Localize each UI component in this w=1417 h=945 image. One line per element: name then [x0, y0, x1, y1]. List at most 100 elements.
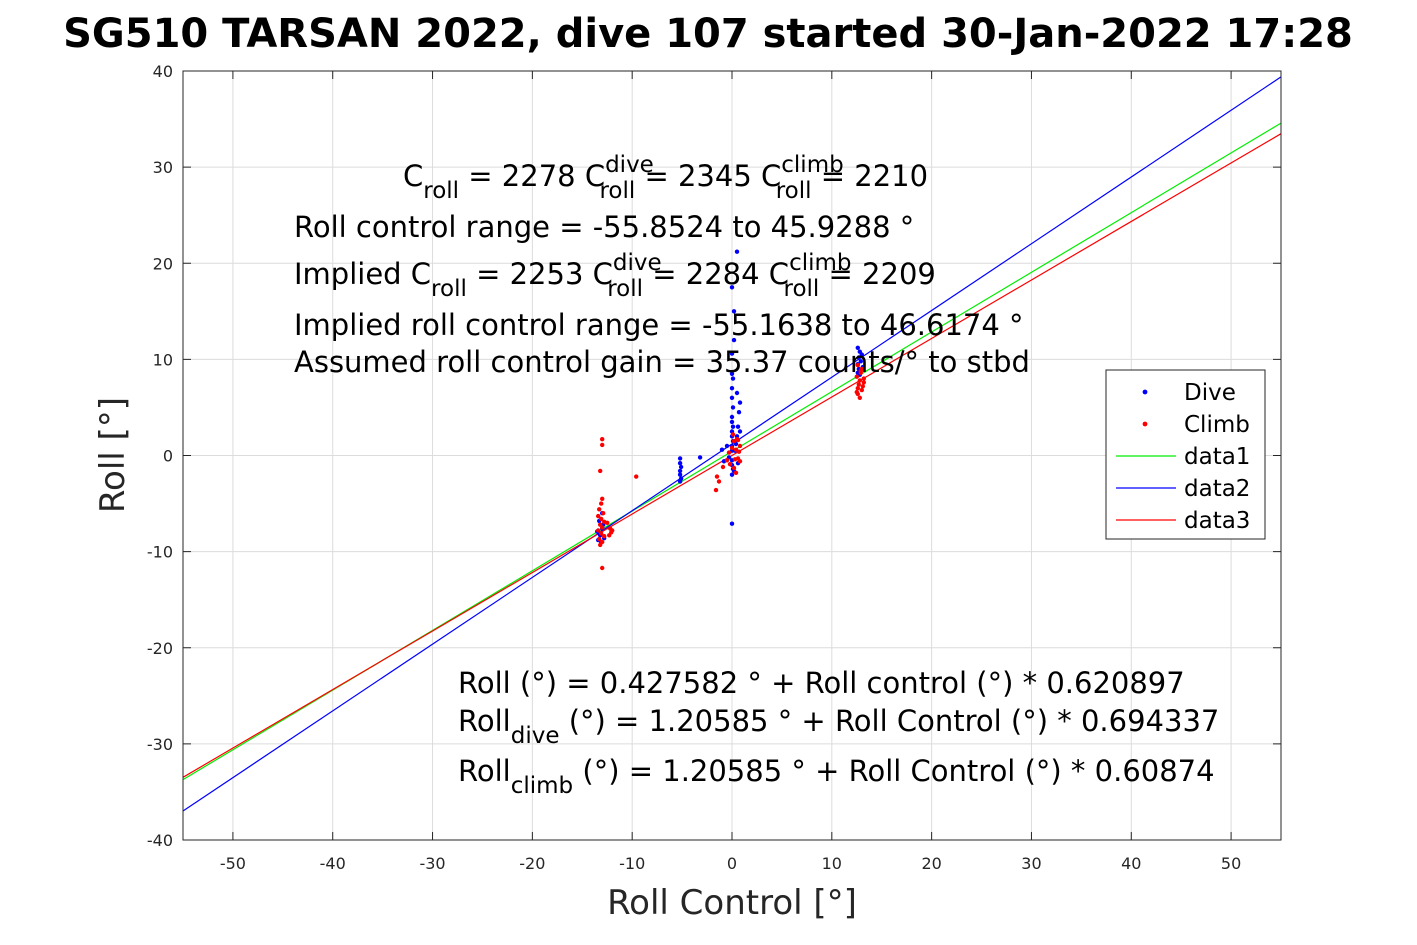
data-point [855, 345, 860, 350]
x-tick-label: 50 [1221, 854, 1241, 873]
y-tick-label: -30 [147, 735, 173, 754]
data-point [599, 516, 604, 522]
annotation-text: = 2284 [643, 257, 760, 291]
data-point [678, 464, 684, 470]
data-point [859, 387, 864, 393]
x-tick-label: -50 [220, 854, 246, 873]
annotation-text: Roll [458, 704, 511, 738]
data-point [598, 542, 603, 548]
data-point [857, 378, 862, 383]
data-point [677, 456, 683, 461]
data-point [601, 511, 606, 516]
annotation-text: Roll [458, 754, 511, 788]
y-tick-label: 30 [153, 158, 173, 177]
data-point [729, 395, 735, 400]
annotation-line: Implied roll control range = -55.1638 to… [294, 308, 1024, 342]
annotation-text: roll [431, 276, 467, 302]
annotation-text: = 2210 [812, 159, 929, 193]
series-line-data3 [182, 133, 1282, 778]
y-tick-label: -40 [147, 831, 173, 850]
data-point [857, 395, 862, 400]
annotation-line: Rolldive (°) = 1.20585 ° + Roll Control … [458, 704, 1219, 749]
annotation-line: Implied Croll = 2253 Cdive roll = 2284 Cc… [294, 250, 936, 302]
data-point [731, 465, 737, 471]
data-point [736, 449, 742, 454]
data-point [716, 479, 722, 484]
annotations: Croll = 2278 Cdive roll = 2345 Cclimb roll… [294, 152, 1219, 799]
legend: Dive Climb data1 data2 data3 [1105, 369, 1266, 540]
annotation-text: roll [607, 276, 643, 302]
data-point [720, 464, 726, 470]
annotation-text: Roll control range = -55.8524 to 45.9288… [294, 210, 914, 244]
annotation-line: Roll (°) = 0.427582 ° + Roll control (°)… [458, 666, 1185, 700]
data-point [737, 429, 743, 434]
annotation-text: climb [511, 773, 573, 799]
data-point [855, 362, 860, 368]
data-point [597, 536, 602, 542]
data-point [729, 351, 735, 356]
annotation-text: climb [781, 152, 843, 178]
data-point [596, 513, 601, 519]
data-point [634, 474, 639, 479]
data-point [724, 443, 730, 449]
annotation-text: Implied C [294, 257, 431, 291]
annotation-text: dive [613, 250, 662, 276]
data-point [600, 525, 605, 530]
data-point [734, 390, 740, 396]
legend-box [1105, 369, 1266, 540]
x-tick-label: -30 [419, 854, 445, 873]
data-point [858, 368, 863, 374]
annotation-text: roll [784, 276, 820, 302]
series-climb-points [596, 362, 866, 571]
annotation-text: C [576, 159, 605, 193]
data-point [731, 337, 737, 343]
data-point [599, 531, 604, 536]
data-point [729, 521, 735, 526]
legend-label: data2 [1184, 476, 1250, 502]
data-point [726, 450, 732, 455]
x-tick-label: -20 [519, 854, 545, 873]
data-point [729, 371, 735, 376]
data-point [735, 437, 741, 443]
data-point [602, 534, 607, 539]
data-point [737, 459, 743, 464]
data-point [861, 380, 866, 385]
y-tick-label: 0 [163, 447, 173, 466]
x-tick-label: 20 [921, 854, 941, 873]
y-tick-label: -20 [147, 639, 173, 658]
data-point [605, 520, 610, 525]
annotation-text: C [583, 257, 612, 291]
legend-label: Climb [1184, 412, 1250, 438]
data-point [735, 424, 741, 429]
x-tick-label: 0 [727, 854, 737, 873]
data-point [677, 479, 683, 484]
data-point [737, 443, 743, 449]
data-point [677, 472, 683, 477]
data-point [856, 382, 861, 387]
annotation-text: Roll (°) = 0.427582 ° + Roll control (°)… [458, 666, 1185, 700]
annotation-text: roll [776, 178, 812, 204]
data-point [855, 391, 860, 397]
annotation-line: Roll control range = -55.8524 to 45.9288… [294, 210, 914, 244]
data-point [610, 528, 615, 533]
data-point [599, 501, 604, 506]
data-point [729, 285, 735, 290]
annotation-text: Assumed roll control gain = 35.37 counts… [294, 345, 1030, 379]
annotation-text: = 2209 [819, 257, 936, 291]
data-point [731, 309, 737, 314]
annotation-text: dive [605, 152, 654, 178]
data-point [854, 374, 859, 379]
data-point [600, 565, 605, 571]
data-point [677, 461, 683, 466]
x-tick-label: 40 [1121, 854, 1141, 873]
data-point [861, 376, 866, 381]
data-point [729, 419, 735, 425]
data-point [729, 472, 735, 477]
annotation-line: Rollclimb (°) = 1.20585 ° + Roll Control… [458, 754, 1215, 799]
data-point [719, 447, 725, 452]
x-axis-label: Roll Control [°] [607, 883, 857, 923]
data-point [727, 462, 733, 467]
annotation-text: (°) = 1.20585 ° + Roll Control (°) * 0.6… [573, 754, 1214, 788]
annotation-line: Assumed roll control gain = 35.37 counts… [294, 345, 1030, 379]
